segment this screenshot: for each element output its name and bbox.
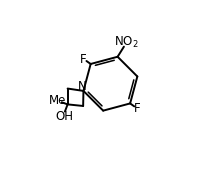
Text: F: F xyxy=(80,53,87,66)
Text: OH: OH xyxy=(55,110,73,123)
Text: Me: Me xyxy=(49,94,66,107)
Text: N: N xyxy=(78,80,86,93)
Text: NO$_2$: NO$_2$ xyxy=(114,35,138,50)
Text: F: F xyxy=(133,102,140,115)
